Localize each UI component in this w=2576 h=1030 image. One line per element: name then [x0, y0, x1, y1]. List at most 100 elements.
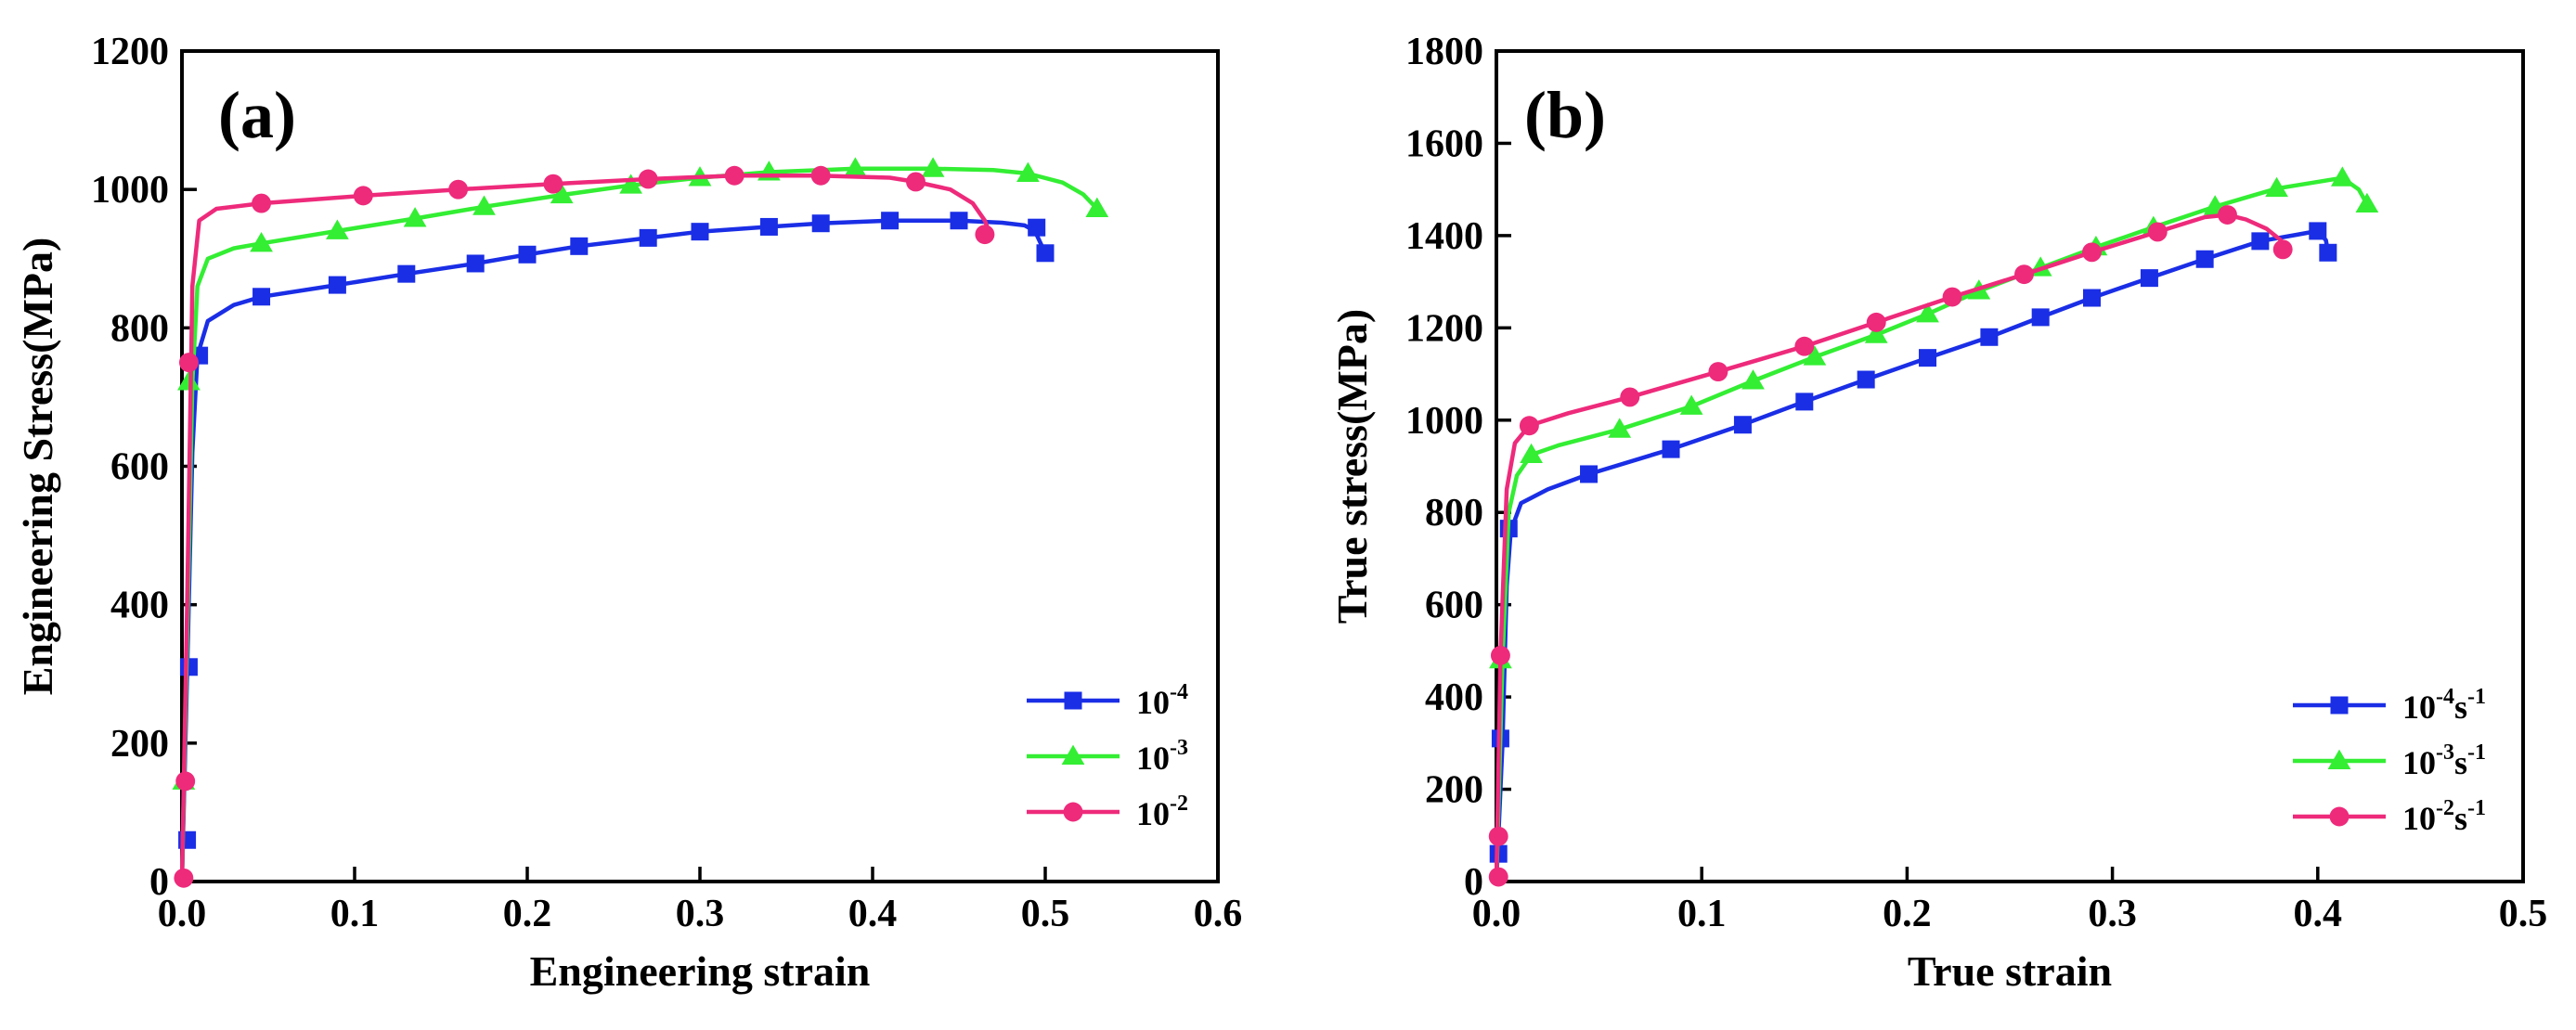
data-point	[906, 172, 926, 192]
series-10-3	[172, 157, 1109, 884]
data-point	[403, 207, 427, 227]
legend-marker	[2327, 749, 2351, 769]
series-line	[1494, 212, 2289, 884]
data-point	[2272, 239, 2293, 260]
data-point	[1036, 244, 1055, 263]
data-point	[174, 868, 194, 888]
plot-frame	[1495, 49, 2525, 883]
x-tick-label: 0.5	[1021, 893, 1070, 935]
data-point	[1942, 287, 1962, 307]
data-point	[2195, 250, 2214, 268]
series-10-2	[174, 165, 995, 888]
data-point	[1679, 394, 1703, 415]
data-point	[638, 169, 658, 189]
data-point	[175, 771, 196, 792]
data-point	[2031, 308, 2050, 327]
data-point	[2265, 176, 2288, 198]
data-point	[252, 288, 271, 306]
data-point	[1708, 362, 1728, 382]
data-point	[2082, 289, 2101, 307]
y-tick-label: 600	[110, 446, 169, 489]
panel-a: 0.0 0.1 0.2 0.3 0.4 0.5 0.6 0 200 400 600 800 1000 12…	[14, 31, 1242, 995]
x-tick-label: 0.0	[158, 893, 207, 935]
legend-label: 10-2s-1	[2402, 796, 2486, 837]
legend-marker	[2330, 696, 2349, 715]
x-tick-label: 0.3	[676, 893, 725, 935]
legend-entry: 10-3	[1027, 736, 1188, 777]
y-tick-label: 1800	[1405, 31, 1483, 73]
data-point	[2319, 243, 2337, 262]
data-point	[353, 186, 373, 206]
x-tick-label: 0.5	[2499, 893, 2548, 935]
data-point	[1620, 387, 1640, 407]
data-point	[881, 212, 900, 230]
data-point	[950, 212, 968, 230]
data-point	[975, 225, 995, 245]
legend-marker	[1061, 744, 1085, 765]
data-point	[1490, 645, 1510, 665]
data-point	[1864, 323, 1888, 343]
data-point	[466, 254, 485, 273]
data-point	[1520, 443, 1543, 464]
data-point	[1741, 369, 1765, 390]
legend-entry: 10-3s-1	[2293, 740, 2486, 781]
data-point	[472, 195, 496, 215]
data-point	[1028, 218, 1046, 237]
data-point	[1488, 867, 1508, 887]
y-tick-label: 800	[1425, 492, 1483, 534]
x-tick-label: 0.0	[1472, 893, 1521, 935]
x-axis-title: Engineering strain	[530, 947, 871, 995]
data-point	[2355, 192, 2379, 213]
series-line	[179, 166, 1100, 884]
y-tick-label: 1600	[1405, 122, 1483, 165]
data-point	[1016, 161, 1040, 182]
data-point	[639, 228, 657, 247]
data-point	[179, 658, 198, 676]
legend-entry: 10-4s-1	[2293, 685, 2486, 726]
data-point	[810, 165, 831, 186]
y-tick-label: 1000	[1405, 400, 1483, 443]
data-point	[1085, 197, 1109, 218]
legend-label: 10-2	[1136, 792, 1188, 832]
data-point	[921, 157, 945, 177]
series-line	[1494, 175, 2370, 884]
data-point	[1662, 440, 1680, 458]
data-point	[619, 174, 642, 194]
data-point	[252, 193, 272, 213]
data-point	[518, 245, 537, 264]
y-tick-label: 0	[1464, 861, 1483, 904]
series-line	[1494, 228, 2331, 884]
y-tick-label: 0	[149, 861, 169, 904]
y-axis-title: True stress(MPa)	[1328, 309, 1376, 624]
data-point	[1919, 349, 1937, 367]
data-point	[1519, 416, 1539, 436]
data-point	[1803, 345, 1827, 366]
y-tick-label: 1400	[1405, 215, 1483, 258]
x-tick-label: 0.4	[848, 893, 898, 935]
data-point	[2309, 222, 2327, 240]
data-point	[1916, 303, 1939, 323]
legend-marker	[1064, 691, 1082, 710]
data-point	[2082, 242, 2102, 263]
data-point	[543, 174, 563, 194]
x-tick-label: 0.4	[2294, 893, 2343, 935]
series-10-4	[178, 212, 1055, 884]
x-tick-label: 0.3	[2088, 893, 2137, 935]
data-point	[570, 237, 589, 255]
legend-marker	[2329, 806, 2349, 827]
data-point	[811, 214, 830, 233]
x-axis-title: True strain	[1908, 947, 2112, 995]
panel-label: (b)	[1524, 78, 1606, 152]
legend-label: 10-3s-1	[2402, 740, 2486, 781]
data-point	[448, 179, 469, 200]
data-point	[326, 219, 349, 239]
data-point	[2251, 232, 2270, 251]
legend-label: 10-4	[1136, 680, 1188, 721]
data-point	[178, 353, 199, 373]
data-point	[1980, 328, 1999, 346]
y-tick-label: 400	[110, 585, 169, 627]
legend-marker	[1063, 802, 1083, 822]
legend-entry: 10-4	[1027, 680, 1188, 721]
data-point	[2330, 166, 2354, 187]
